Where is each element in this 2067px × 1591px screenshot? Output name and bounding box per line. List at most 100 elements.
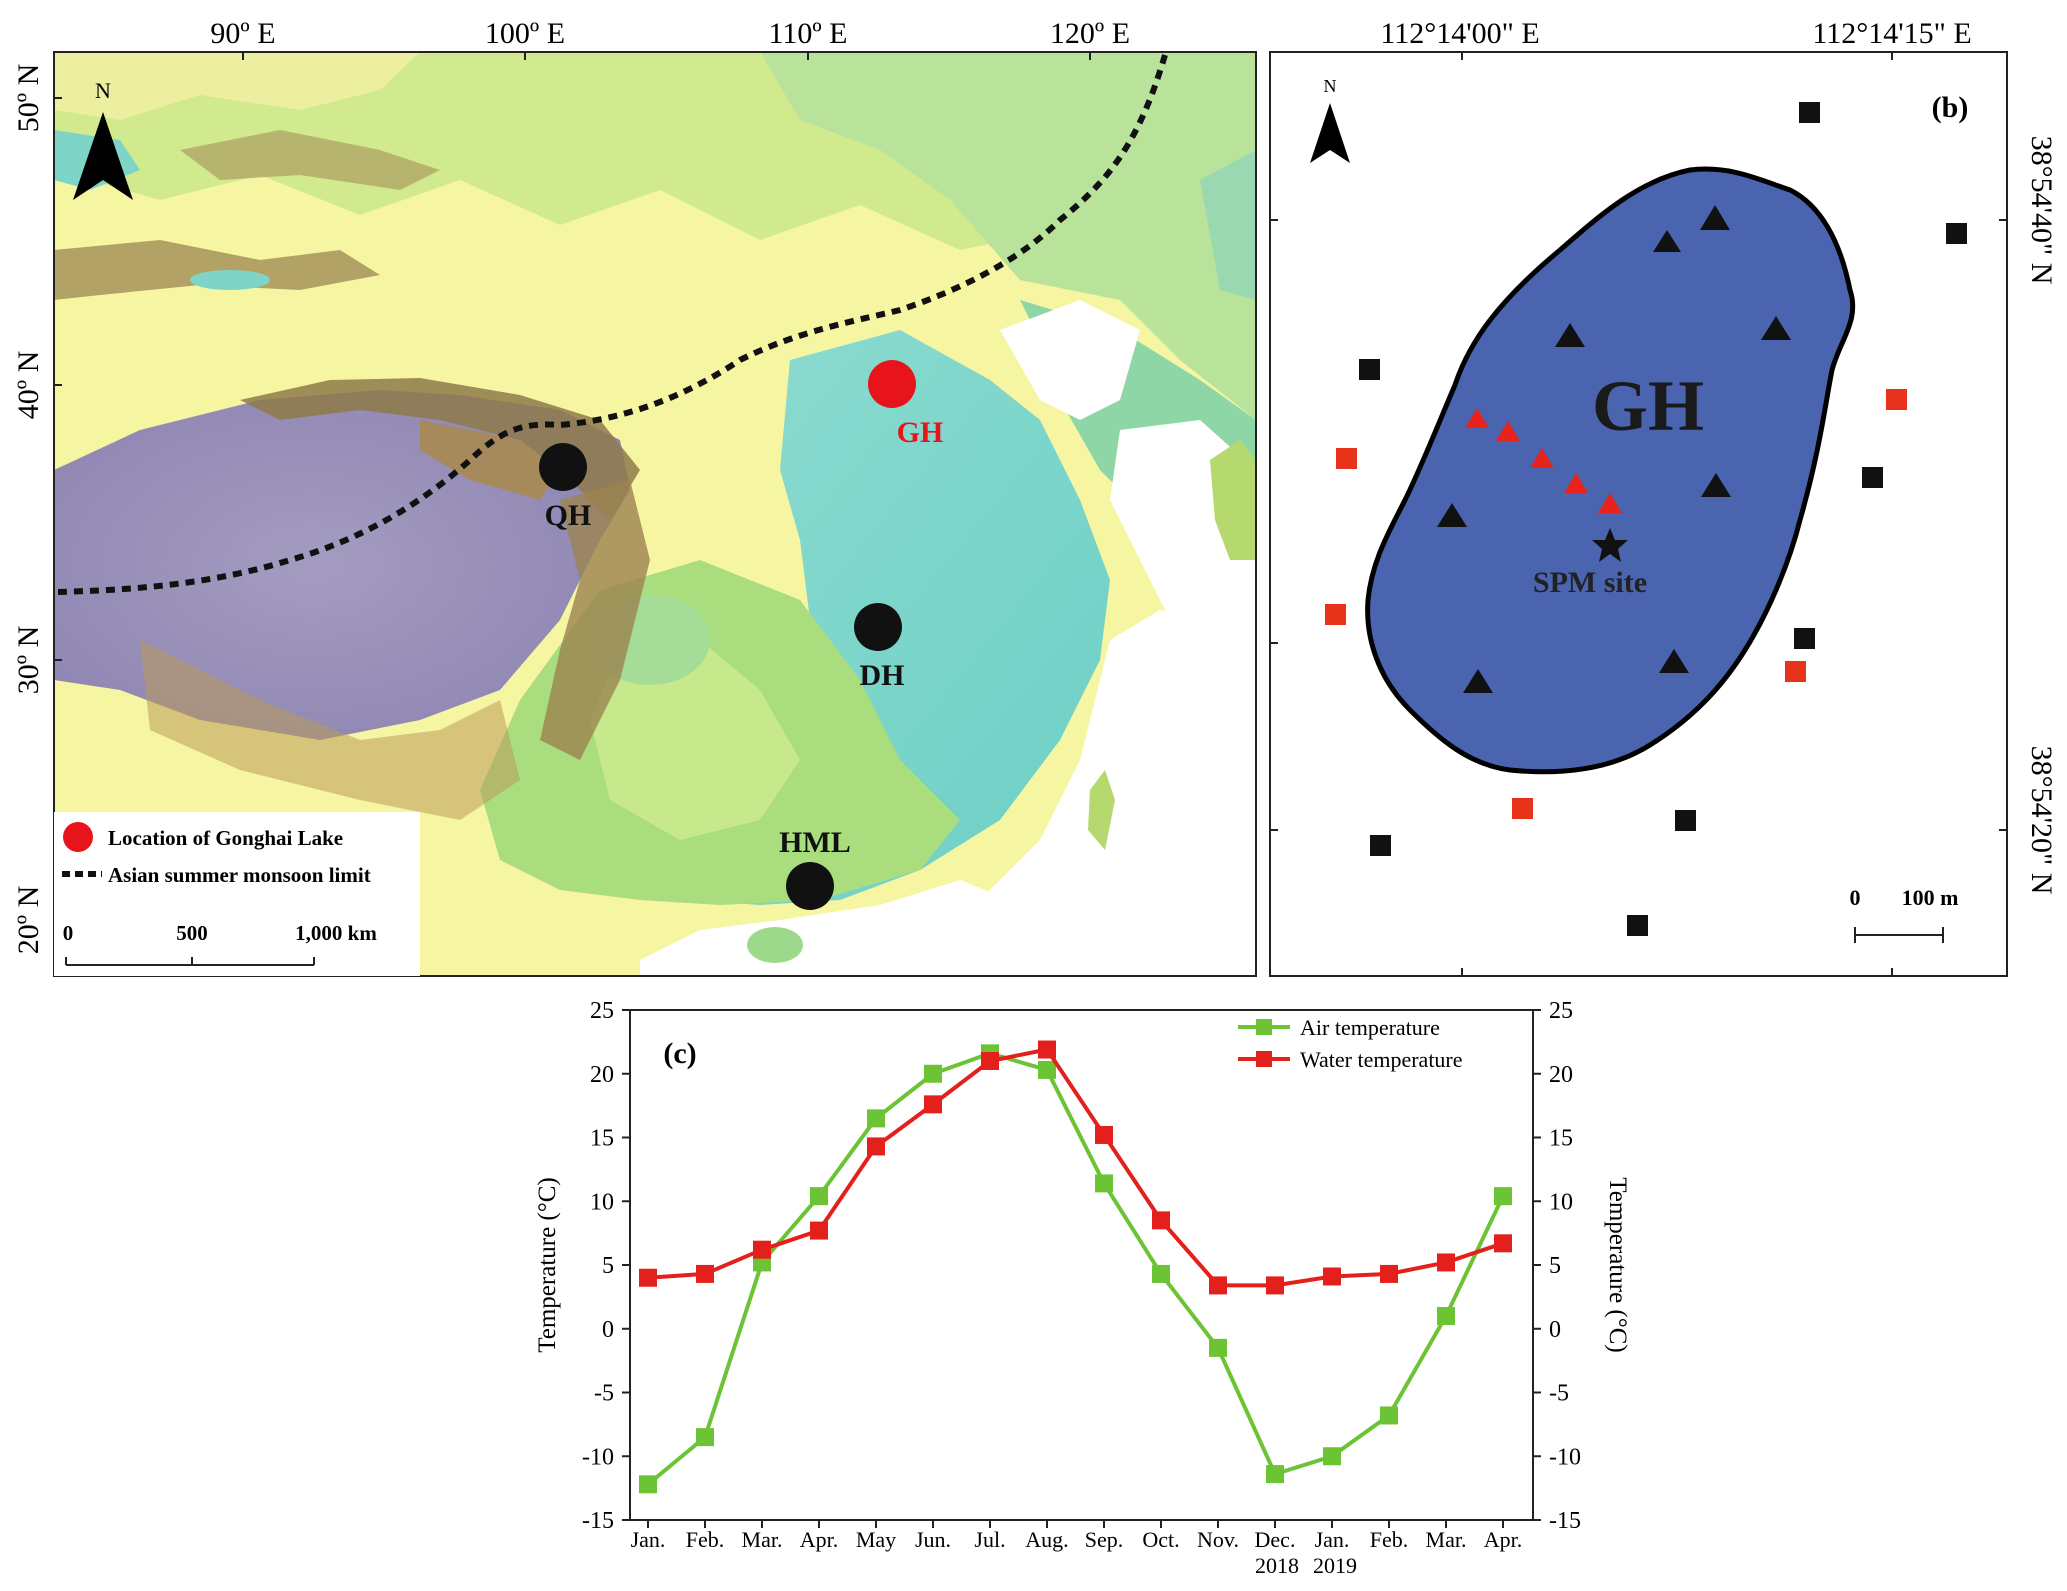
data-point-water [639, 1268, 657, 1287]
data-point-air [1152, 1264, 1170, 1283]
data-point-water [1095, 1125, 1113, 1144]
data-point-water [753, 1240, 771, 1259]
data-point-air [924, 1064, 942, 1083]
legend-red-dot-icon [63, 822, 93, 852]
square-marker [1946, 223, 1967, 244]
y-tick-label-right: 25 [1549, 998, 1573, 1024]
legend-location-label: Location of Gonghai Lake [108, 826, 343, 850]
data-point-air [810, 1187, 828, 1206]
legend-monsoon-label: Asian summer monsoon limit [108, 863, 371, 887]
y-tick-label-left: -10 [582, 1444, 614, 1470]
triangle-marker [1700, 205, 1730, 230]
legend-water-label: Water temperature [1300, 1047, 1463, 1072]
data-point-air [1038, 1060, 1056, 1079]
y-tick-label-right: 15 [1549, 1126, 1573, 1152]
triangle-marker [1761, 316, 1791, 340]
y-tick-label-right: -10 [1549, 1444, 1581, 1470]
square-marker [1336, 448, 1357, 469]
data-point-water [1323, 1267, 1341, 1286]
north-arrow-icon [73, 112, 133, 200]
x-tick-label: Jun. [915, 1527, 951, 1552]
x-tick-label: Mar. [742, 1527, 783, 1552]
site-marker-dh [854, 603, 902, 651]
y-tick-label-right: 0 [1549, 1317, 1561, 1343]
x-tick-label: Dec. [1255, 1527, 1296, 1552]
square-marker [1794, 628, 1815, 649]
north-arrow-b-icon [1310, 103, 1350, 163]
triangle-marker [1653, 230, 1681, 252]
y-tick-label-left: 5 [602, 1253, 614, 1279]
x-tick-label: Jan. [631, 1527, 666, 1552]
legend-air-marker-icon [1256, 1019, 1272, 1035]
x-tick-label: Oct. [1142, 1527, 1179, 1552]
site-marker-qh [539, 443, 587, 491]
sampling-triangles-black [1437, 205, 1791, 693]
data-point-water [1038, 1040, 1056, 1059]
scale-bar [65, 957, 315, 966]
triangle-marker [1530, 448, 1554, 468]
x-tick-label: Mar. [1426, 1527, 1467, 1552]
panel-b-lake-map: 112°14'00" E 112°14'15" E 38°54'40" N 38… [1269, 17, 2058, 977]
x-tick-label: Apr. [800, 1527, 839, 1552]
map-b-ticks [1270, 52, 2007, 976]
north-label: N [95, 78, 111, 103]
square-marker [1512, 798, 1533, 819]
lon-label-90: 90º E [210, 17, 275, 50]
x-tick-label: Sep. [1085, 1527, 1124, 1552]
scale-bar-b [1854, 927, 1944, 943]
panel-b-tag: (b) [1932, 91, 1969, 124]
site-marker-hml [786, 862, 834, 910]
square-marker [1799, 102, 1820, 123]
scale-b-label-0: 0 [1850, 885, 1861, 910]
y-tick-label-left: 15 [590, 1126, 614, 1152]
data-point-water [1266, 1276, 1284, 1295]
lon-label-110: 110º E [768, 17, 847, 50]
lon-label-b-2: 112°14'15" E [1812, 17, 1971, 50]
x-tick-label: Jan. [1315, 1527, 1350, 1552]
data-point-water [867, 1137, 885, 1156]
data-point-water [810, 1221, 828, 1240]
lon-label-100: 100º E [485, 17, 565, 50]
legend-air-label: Air temperature [1300, 1015, 1440, 1040]
data-point-water [696, 1264, 714, 1283]
data-point-air [1380, 1406, 1398, 1425]
square-marker [1886, 389, 1907, 410]
temperature-chart: (c) Temperature (°C) Temperature (°C) -1… [534, 998, 1631, 1578]
year-label-2019: 2019 [1313, 1553, 1357, 1578]
x-tick-label: Jul. [974, 1527, 1005, 1552]
data-point-air [639, 1475, 657, 1494]
x-tick-label: Nov. [1197, 1527, 1239, 1552]
data-point-air [1095, 1174, 1113, 1193]
data-point-air [1323, 1447, 1341, 1466]
sampling-triangles-red [1465, 408, 1622, 513]
lat-label-40: 40º N [12, 351, 45, 419]
square-marker [1627, 915, 1648, 936]
data-point-water [1152, 1211, 1170, 1230]
scale-label-1000: 1,000 km [295, 921, 377, 945]
sampling-squares-black [1359, 102, 1967, 936]
site-label-dh: DH [860, 659, 905, 692]
series-line-air [646, 1051, 1505, 1486]
square-marker [1325, 604, 1346, 625]
triangle-marker [1437, 503, 1467, 527]
y-tick-label-left: 10 [590, 1189, 614, 1215]
chart-legend: Air temperature Water temperature [1238, 1015, 1463, 1072]
scale-label-0: 0 [63, 921, 74, 945]
y-tick-label-left: -15 [582, 1508, 614, 1534]
map-legend: Location of Gonghai Lake Asian summer mo… [54, 812, 420, 976]
north-label-b: N [1324, 76, 1337, 96]
legend-water-marker-icon [1256, 1051, 1272, 1067]
lon-label-120: 120º E [1050, 17, 1130, 50]
triangle-marker [1701, 473, 1731, 497]
x-tick-label: Feb. [686, 1527, 725, 1552]
y-tick-label-left: 0 [602, 1317, 614, 1343]
triangle-marker [1496, 421, 1520, 441]
triangle-marker [1465, 408, 1489, 428]
x-tick-label: Apr. [1484, 1527, 1523, 1552]
y-tick-label-right: -5 [1549, 1381, 1569, 1407]
y-tick-label-right: 10 [1549, 1189, 1573, 1215]
triangle-marker [1555, 323, 1585, 347]
x-tick-label: Aug. [1025, 1527, 1068, 1552]
site-label-hml: HML [779, 826, 851, 859]
triangle-marker [1463, 669, 1493, 693]
